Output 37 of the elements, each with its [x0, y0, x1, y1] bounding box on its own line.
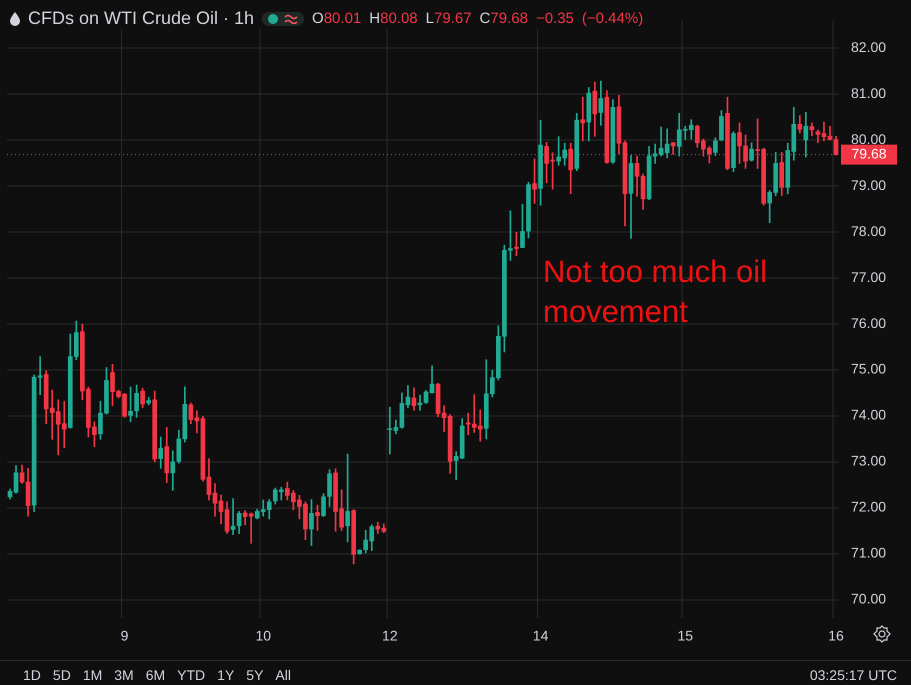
text: 5Y — [246, 667, 264, 683]
y-tick-label: 76.00 — [851, 314, 886, 331]
y-tick-label: 79.00 — [851, 176, 886, 193]
candlestick — [230, 498, 236, 535]
x-tick-label: 15 — [677, 627, 694, 644]
chart-title: CFDs on WTI Crude Oil · 1h — [28, 8, 254, 29]
x-tick-label: 10 — [255, 627, 272, 644]
candlestick — [315, 504, 320, 531]
text: 3M — [114, 667, 134, 683]
y-tick-label: 75.00 — [851, 360, 886, 377]
x-tick-label: 16 — [828, 627, 844, 644]
text: 5D — [52, 667, 71, 683]
y-tick-label: 70.00 — [851, 590, 886, 607]
x-tick-label: 12 — [382, 627, 398, 644]
candlestick — [532, 158, 537, 204]
y-tick-label: 82.00 — [851, 38, 886, 55]
y-tick-label: 74.00 — [851, 406, 886, 423]
text: 1M — [82, 667, 102, 683]
y-tick-label: 78.00 — [851, 222, 886, 239]
x-tick-label: 14 — [532, 627, 549, 644]
text: 03:25:17 UTC — [810, 667, 897, 683]
y-tick-label: 71.00 — [851, 544, 886, 561]
y-tick-label: 81.00 — [851, 84, 886, 101]
y-tick-label: 80.00 — [851, 130, 886, 147]
ref-line-label: 79.68 — [851, 146, 887, 162]
y-tick-label: 72.00 — [851, 498, 886, 515]
text: 1D — [23, 667, 41, 683]
text: All — [275, 667, 291, 683]
annotation: Not too much oil movement — [543, 253, 768, 331]
x-tick-label: 9 — [120, 627, 129, 644]
y-tick-label: 77.00 — [851, 268, 886, 285]
candlestick — [514, 232, 519, 256]
text: YTD — [177, 667, 206, 683]
text: O80.01 H80.08 L79.67 C79.68 −0.35 (−0.44%) — [312, 10, 644, 27]
text: 1Y — [217, 667, 234, 683]
y-tick-label: 73.00 — [851, 452, 886, 469]
text: 6M — [146, 667, 166, 683]
